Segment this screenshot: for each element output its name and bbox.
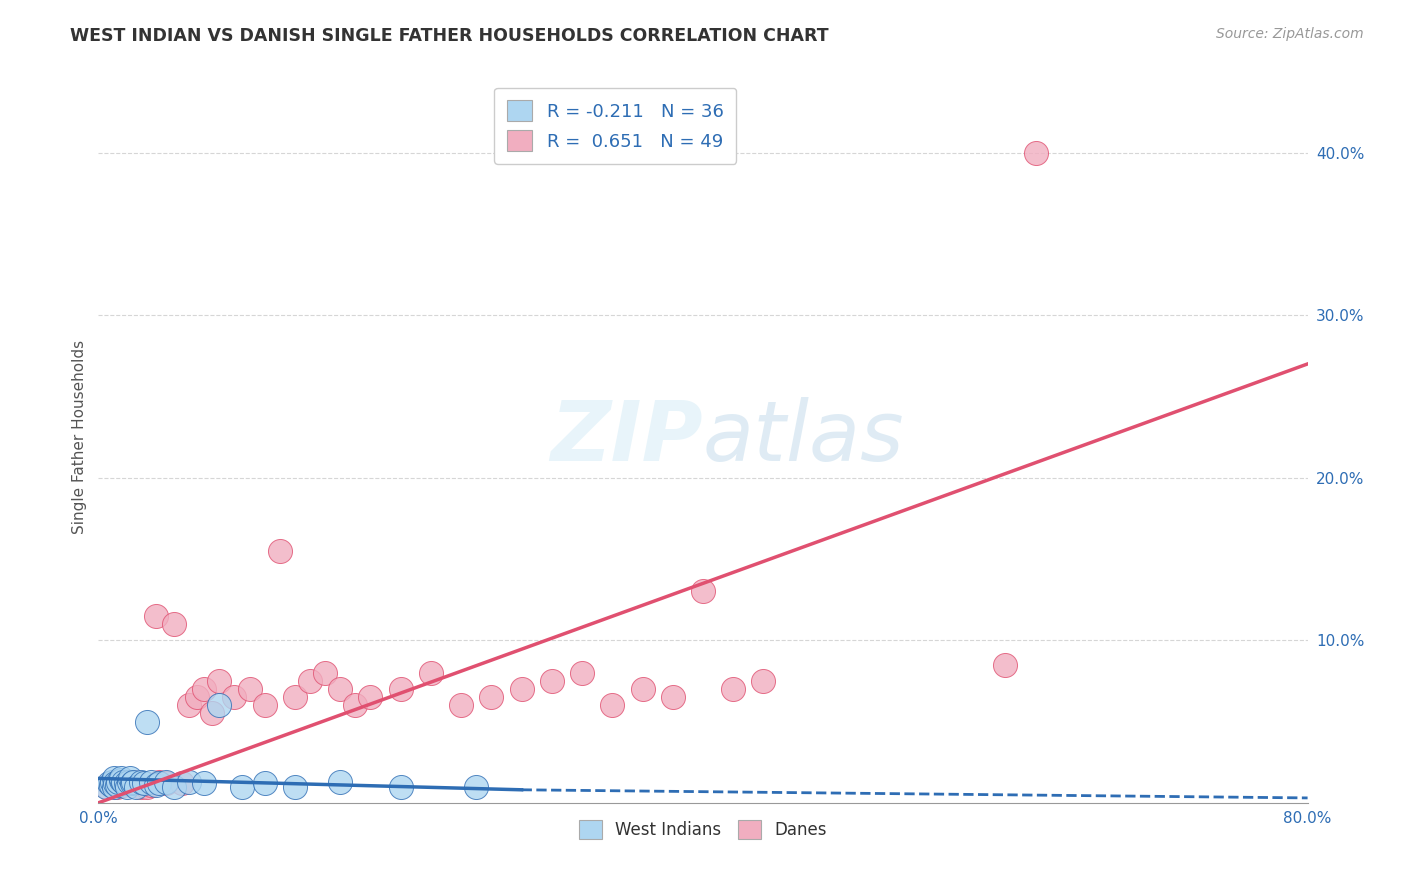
Point bbox=[510, 681, 533, 696]
Point bbox=[107, 774, 129, 789]
Point bbox=[101, 774, 124, 789]
Point bbox=[135, 780, 157, 794]
Point bbox=[129, 780, 152, 794]
Point bbox=[389, 681, 412, 696]
Point bbox=[692, 584, 714, 599]
Point bbox=[111, 774, 134, 789]
Point bbox=[148, 774, 170, 789]
Point bbox=[631, 681, 654, 696]
Point bbox=[571, 665, 593, 680]
Point bbox=[111, 778, 134, 792]
Text: WEST INDIAN VS DANISH SINGLE FATHER HOUSEHOLDS CORRELATION CHART: WEST INDIAN VS DANISH SINGLE FATHER HOUS… bbox=[70, 27, 830, 45]
Point bbox=[118, 774, 141, 789]
Point bbox=[329, 774, 352, 789]
Point bbox=[110, 772, 132, 787]
Point bbox=[360, 690, 382, 705]
Point bbox=[269, 544, 291, 558]
Point bbox=[723, 681, 745, 696]
Point bbox=[994, 657, 1017, 672]
Point bbox=[602, 698, 624, 713]
Point bbox=[145, 778, 167, 792]
Point bbox=[122, 774, 145, 789]
Point bbox=[121, 776, 143, 790]
Point bbox=[120, 772, 142, 786]
Point bbox=[103, 780, 125, 794]
Point bbox=[148, 776, 170, 790]
Point bbox=[125, 780, 148, 794]
Point bbox=[239, 681, 262, 696]
Point bbox=[344, 698, 367, 713]
Point bbox=[284, 780, 307, 794]
Point bbox=[163, 617, 186, 632]
Point bbox=[389, 780, 412, 794]
Point bbox=[114, 776, 136, 790]
Point bbox=[108, 776, 131, 790]
Point bbox=[104, 776, 127, 790]
Point bbox=[193, 681, 215, 696]
Point bbox=[201, 706, 224, 721]
Point bbox=[179, 698, 201, 713]
Point bbox=[420, 665, 443, 680]
Point bbox=[208, 698, 231, 713]
Point bbox=[100, 778, 122, 792]
Point bbox=[193, 776, 215, 790]
Point bbox=[94, 780, 117, 794]
Text: atlas: atlas bbox=[703, 397, 904, 477]
Point bbox=[299, 673, 322, 688]
Point bbox=[105, 778, 128, 792]
Point bbox=[540, 673, 562, 688]
Point bbox=[132, 776, 155, 790]
Text: ZIP: ZIP bbox=[550, 397, 703, 477]
Point bbox=[253, 698, 276, 713]
Point bbox=[163, 780, 186, 794]
Legend: West Indians, Danes: West Indians, Danes bbox=[572, 814, 834, 846]
Point bbox=[208, 673, 231, 688]
Point bbox=[284, 690, 307, 705]
Point bbox=[145, 608, 167, 623]
Point bbox=[329, 681, 352, 696]
Point bbox=[155, 776, 177, 790]
Point bbox=[481, 690, 503, 705]
Point bbox=[115, 780, 138, 794]
Point bbox=[314, 665, 336, 680]
Point bbox=[141, 774, 163, 789]
Point bbox=[135, 714, 157, 729]
Point bbox=[661, 690, 683, 705]
Point bbox=[110, 772, 132, 786]
Point bbox=[186, 690, 208, 705]
Point bbox=[105, 780, 128, 794]
Point bbox=[129, 774, 152, 789]
Point bbox=[121, 778, 143, 792]
Y-axis label: Single Father Households: Single Father Households bbox=[72, 340, 87, 534]
Point bbox=[98, 776, 121, 790]
Point bbox=[170, 776, 193, 790]
Point bbox=[155, 774, 177, 789]
Point bbox=[132, 776, 155, 790]
Point bbox=[253, 776, 276, 790]
Point bbox=[114, 774, 136, 789]
Point bbox=[1024, 145, 1046, 160]
Point bbox=[752, 673, 775, 688]
Point bbox=[96, 780, 118, 794]
Point bbox=[103, 772, 125, 786]
Point bbox=[450, 698, 472, 713]
Point bbox=[465, 780, 488, 794]
Point bbox=[231, 780, 253, 794]
Point bbox=[100, 776, 122, 790]
Text: Source: ZipAtlas.com: Source: ZipAtlas.com bbox=[1216, 27, 1364, 41]
Point bbox=[179, 774, 201, 789]
Point bbox=[141, 778, 163, 792]
Point bbox=[118, 776, 141, 790]
Point bbox=[224, 690, 246, 705]
Point bbox=[125, 774, 148, 789]
Point bbox=[103, 774, 125, 789]
